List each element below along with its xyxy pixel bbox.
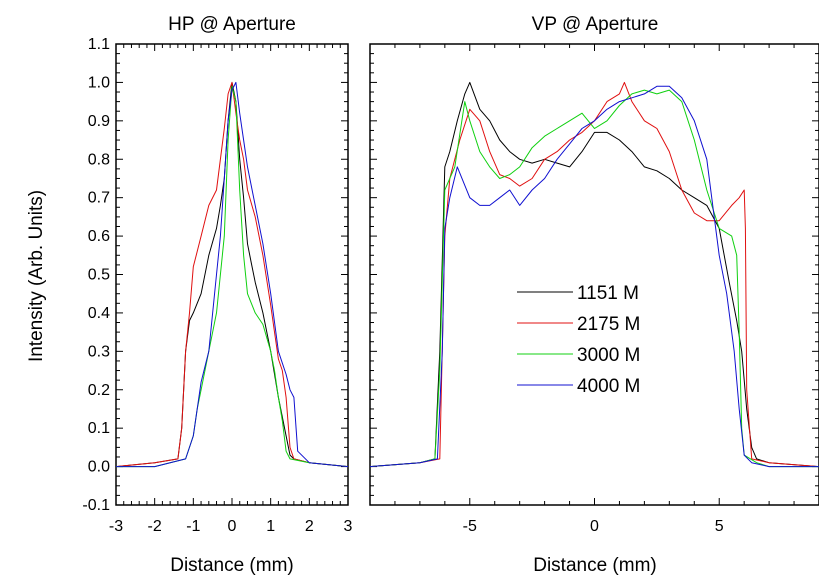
legend: 1151 M 2175 M 3000 M 4000 M: [517, 283, 640, 397]
hp-xtick-label: -3: [109, 518, 123, 535]
hp-series-2175-m: [115, 81, 349, 468]
vp-series-3000-m: [369, 89, 819, 468]
hp-xtick-label: 3: [344, 518, 353, 535]
vp-panel-title: VP @ Aperture: [532, 14, 659, 35]
hp-series-1151-m: [115, 81, 349, 468]
vp-xtick-label: 5: [715, 518, 724, 535]
hp-ytick-label: 0.0: [88, 459, 110, 476]
vp-x-axis-title: Distance (mm): [533, 555, 657, 576]
hp-ytick-label: 1.1: [88, 36, 110, 53]
hp-ytick-label: 1.0: [88, 74, 110, 91]
legend-label-1151-m: 1151 M: [577, 283, 639, 304]
hp-ytick-label: 0.6: [88, 228, 110, 245]
hp-ytick-label: 0.7: [88, 190, 110, 207]
hp-plot-frame: [115, 43, 349, 506]
hp-x-axis-title: Distance (mm): [170, 555, 294, 576]
hp-ytick-label: 0.8: [88, 151, 110, 168]
vp-xtick-label: 0: [590, 518, 599, 535]
vp-xtick-label: -5: [463, 518, 477, 535]
hp-xtick-label: 2: [305, 518, 314, 535]
legend-label-2175-m: 2175 M: [577, 314, 640, 335]
hp-ytick-label: 0.4: [88, 305, 110, 322]
y-axis-title: Intensity (Arb. Units): [26, 190, 47, 362]
hp-xtick-label: -2: [148, 518, 162, 535]
legend-label-3000-m: 3000 M: [577, 345, 640, 366]
hp-ytick-label: -0.1: [82, 497, 110, 514]
hp-ytick-label: 0.5: [88, 267, 110, 284]
hp-ytick-label: 0.9: [88, 113, 110, 130]
hp-ytick-label: 0.2: [88, 382, 110, 399]
vp-series-4000-m: [369, 85, 819, 468]
hp-xtick-label: -1: [186, 518, 200, 535]
vp-series-2175-m: [369, 81, 819, 468]
hp-panel: HP @ Aperture Distance (mm) -0.1 0.0 0.1 0.…: [82, 14, 352, 576]
legend-label-4000-m: 4000 M: [577, 376, 640, 397]
hp-series-4000-m: [116, 81, 349, 468]
vp-series-1151-m: [369, 81, 819, 468]
hp-ytick-label: 0.3: [88, 343, 110, 360]
hp-series-3000-m: [116, 85, 349, 468]
hp-xtick-label: 1: [266, 518, 275, 535]
vp-plot-frame: [369, 43, 819, 506]
hp-ytick-label: 0.1: [88, 420, 110, 437]
vp-panel: VP @ Aperture Distance (mm) -5 0 5: [369, 14, 819, 576]
hp-xtick-label: 0: [228, 518, 237, 535]
hp-panel-title: HP @ Aperture: [168, 14, 296, 35]
